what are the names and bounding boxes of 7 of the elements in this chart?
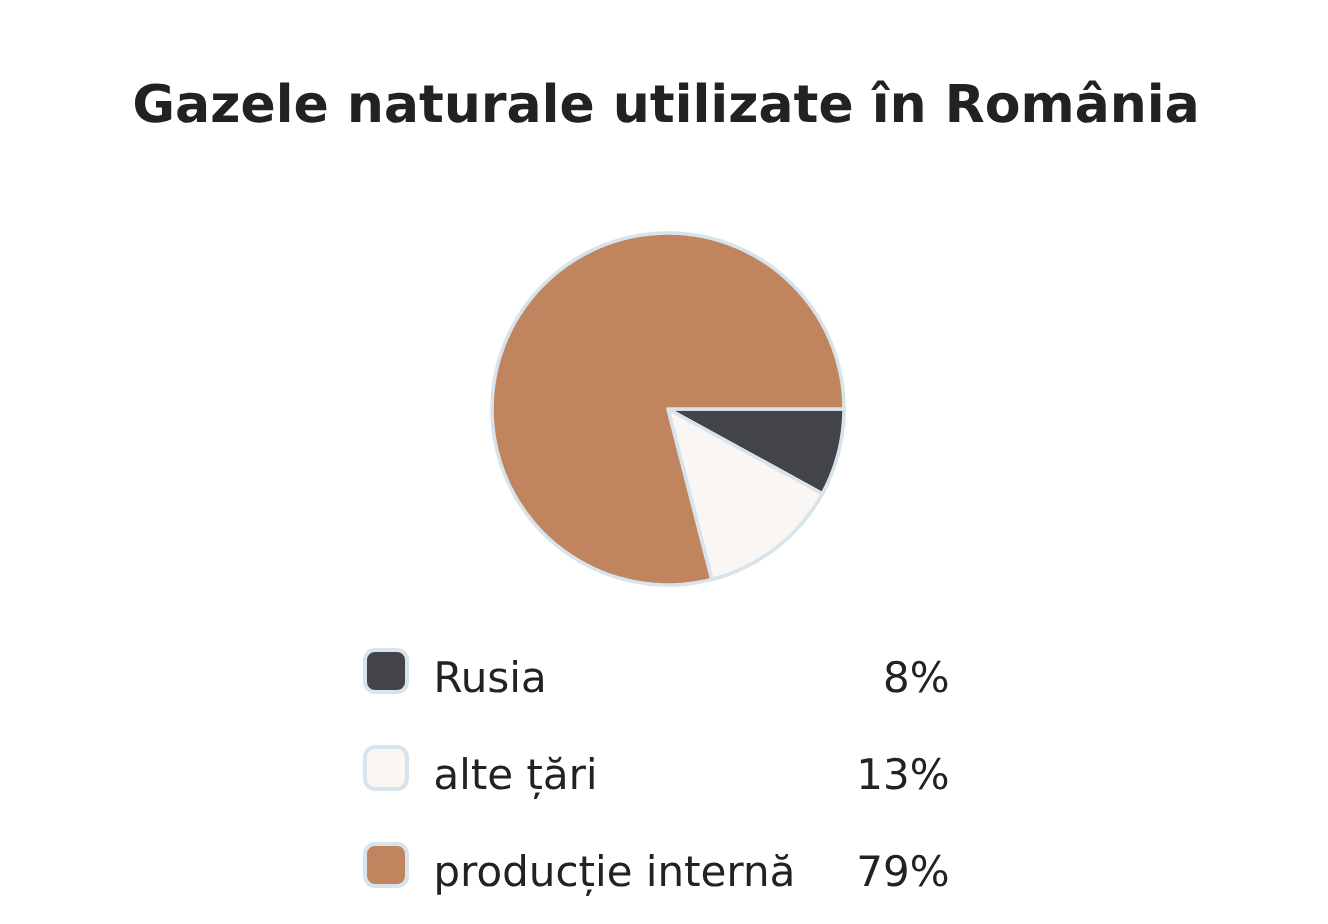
legend-label: alte țări [435, 756, 594, 800]
legend-label: Rusia [437, 660, 543, 693]
data-label: 8% [885, 660, 948, 693]
data-label: 13% [860, 757, 948, 790]
legend-label: producție internă [437, 853, 792, 897]
chart-title: Gazele naturale utilizate în România [134, 80, 1196, 123]
data-label: 79% [859, 854, 948, 887]
